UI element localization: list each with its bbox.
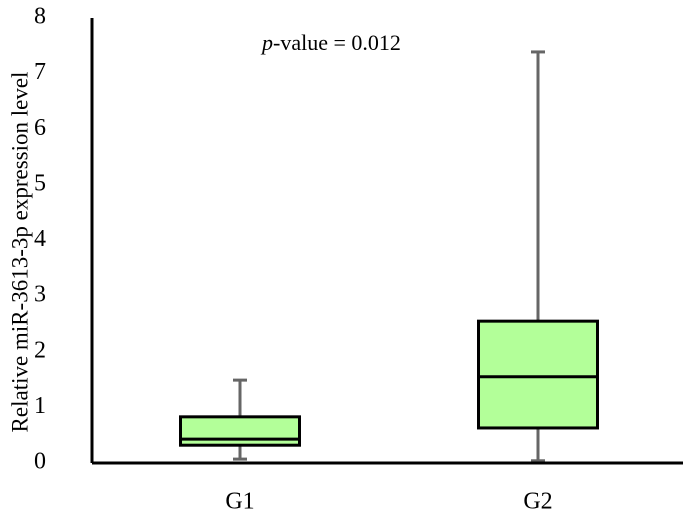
annotation: p-value = 0.012 — [260, 30, 401, 55]
y-axis-label: Relative miR-3613-3p expression level — [7, 72, 32, 433]
y-tick-label: 6 — [34, 115, 46, 141]
box — [477, 319, 599, 430]
y-tick-label: 1 — [34, 393, 46, 419]
annotation-italic: p — [260, 30, 273, 55]
box — [179, 415, 301, 447]
y-tick-label: 5 — [34, 170, 46, 196]
annotation-text: -value = 0.012 — [273, 30, 401, 55]
y-tick-label: 7 — [34, 59, 46, 85]
y-tick-label: 2 — [34, 337, 46, 363]
y-tick-label: 3 — [34, 282, 46, 308]
y-tick-label: 0 — [34, 449, 46, 475]
x-tick-label: G1 — [225, 489, 254, 515]
x-tick-label: G2 — [523, 489, 552, 515]
y-tick-label: 4 — [34, 226, 46, 252]
y-tick-label: 8 — [34, 4, 46, 30]
